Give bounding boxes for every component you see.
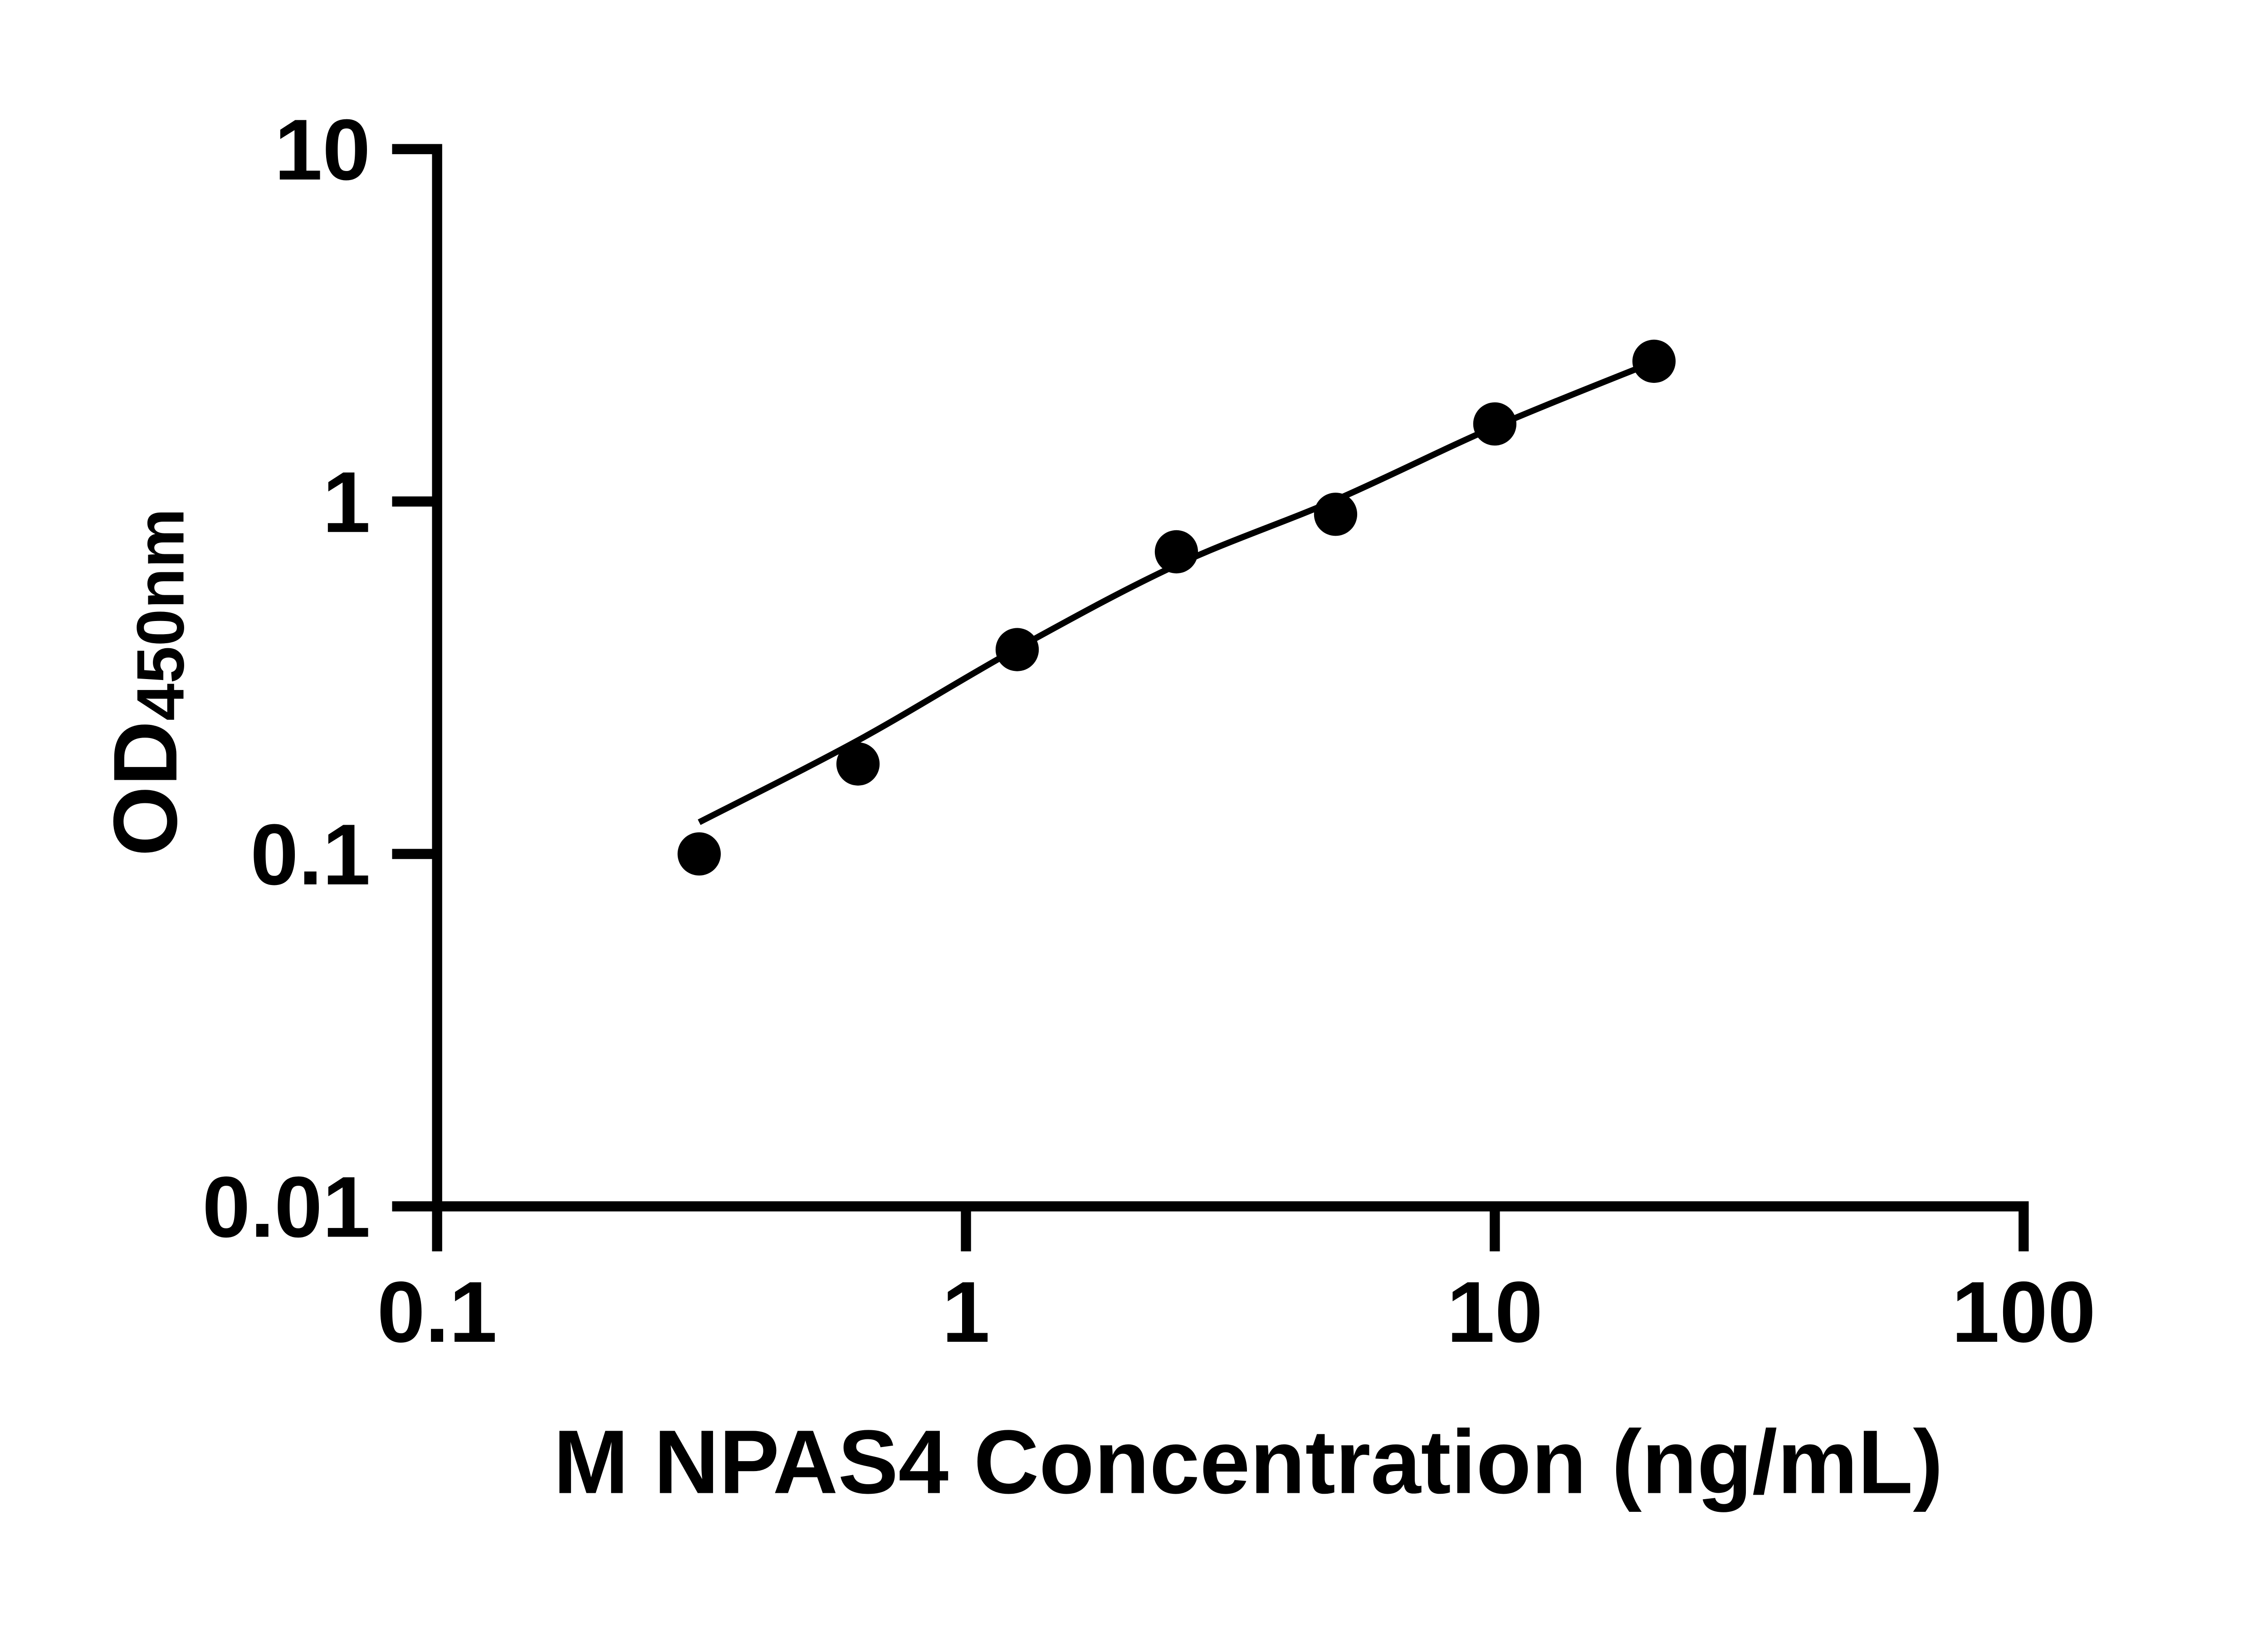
data-point [677,832,721,876]
y-tick-label: 0.01 [202,1159,371,1256]
x-axis-title: M NPAS4 Concentration (ng/mL) [553,1412,1943,1513]
data-point [1314,493,1358,536]
data-point [836,742,880,786]
y-axis-title-main: OD [95,721,196,856]
y-tick-label: 1 [323,454,371,551]
data-point [995,628,1039,671]
data-point [1473,402,1517,446]
y-tick-label: 10 [274,102,371,198]
data-point [1154,530,1198,574]
x-tick-label: 0.1 [377,1264,497,1360]
y-axis-title: OD450nm [95,508,198,856]
data-point [1632,339,1676,383]
y-axis-title-subscript: 450nm [123,508,198,721]
x-tick-label: 1 [942,1264,990,1360]
x-tick-label: 100 [1951,1264,2096,1360]
y-tick-label: 0.1 [250,807,371,903]
elisa-standard-curve-figure: 10 1 0.1 0.01 0.1 1 10 100 M NPAS4 Concentratio… [95,101,2096,1513]
x-tick-label: 10 [1447,1264,1543,1360]
